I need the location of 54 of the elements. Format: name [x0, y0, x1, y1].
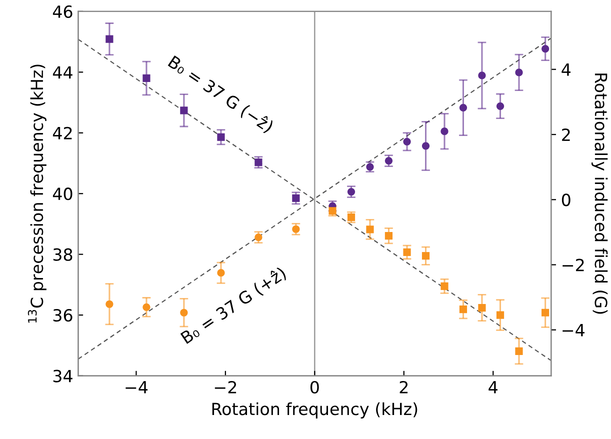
- point: [347, 188, 356, 196]
- point: [142, 74, 150, 82]
- point: [403, 138, 411, 146]
- y2-tick-label: −4: [562, 324, 584, 336]
- y2-tick-label: −2: [562, 258, 584, 272]
- point: [478, 304, 486, 312]
- point: [459, 305, 468, 314]
- y-tick-label: 44: [52, 66, 72, 78]
- annotation: B₀ = 37 G (+ẑ): [180, 266, 288, 346]
- y-axis-title: $^{13}$C precession frequency (kHz): [28, 64, 46, 323]
- point: [440, 128, 448, 136]
- point: [254, 158, 262, 166]
- y-tick-label: 38: [53, 248, 72, 261]
- y-tick-label: 40: [52, 188, 72, 200]
- point: [180, 308, 188, 316]
- point: [515, 68, 523, 76]
- point: [366, 226, 374, 234]
- point: [180, 106, 188, 114]
- y-tick-label: 46: [52, 5, 72, 18]
- point: [440, 282, 448, 290]
- annotation: B₀ = 37 G (−ẑ): [166, 54, 275, 134]
- x-tick-label: 4: [488, 381, 498, 394]
- point: [422, 252, 430, 260]
- point: [459, 104, 468, 112]
- x-tick-label: 0: [310, 380, 319, 394]
- y-tick-label: 36: [53, 309, 72, 322]
- point: [217, 133, 225, 141]
- point: [478, 72, 486, 80]
- point: [384, 232, 393, 240]
- point: [106, 35, 114, 43]
- y2-tick-label: 0: [562, 194, 570, 206]
- x-tick-label: −4: [126, 381, 148, 394]
- y-tick-label: 34: [53, 370, 72, 382]
- point: [292, 194, 300, 202]
- y2-tick-label: 2: [562, 128, 570, 141]
- y2-tick-label: 4: [562, 64, 571, 76]
- point: [403, 248, 411, 256]
- point: [496, 102, 504, 110]
- point: [292, 225, 300, 233]
- y-tick-label: 42: [52, 126, 72, 140]
- point: [106, 300, 114, 308]
- point: [254, 234, 262, 242]
- point: [496, 311, 504, 319]
- point: [542, 44, 550, 53]
- point: [542, 308, 550, 316]
- x-axis-title: Rotation frequency (kHz): [212, 402, 418, 418]
- point: [384, 157, 393, 165]
- point: [422, 142, 430, 150]
- x-tick-label: −2: [214, 380, 236, 394]
- point: [142, 303, 150, 311]
- point: [217, 269, 225, 277]
- point: [515, 347, 523, 355]
- x-tick-label: 2: [400, 380, 408, 394]
- y2-axis-title: Rotationally induced field (G): [592, 74, 608, 314]
